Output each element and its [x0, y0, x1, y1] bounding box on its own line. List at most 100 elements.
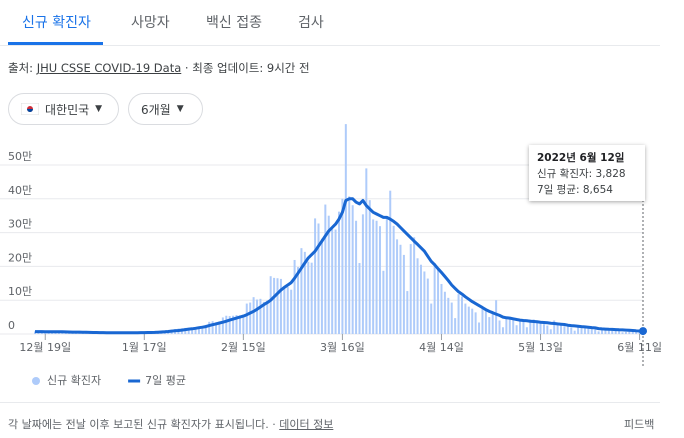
- bar: [266, 300, 269, 334]
- bar: [314, 218, 317, 334]
- bar: [389, 190, 392, 334]
- divider: [0, 402, 660, 403]
- updated: · 최종 업데이트: 9시간 전: [184, 61, 310, 75]
- bar: [508, 317, 511, 334]
- y-tick-label: 50만: [8, 150, 32, 163]
- bar: [433, 263, 436, 334]
- bar: [546, 325, 549, 334]
- bar: [570, 327, 573, 334]
- data-info[interactable]: 데이터 정보: [279, 418, 334, 431]
- bar: [204, 324, 207, 334]
- range-select[interactable]: 6개월 ▼: [128, 93, 203, 125]
- country-select[interactable]: 대한민국 ▼: [8, 93, 119, 125]
- y-tick-label: 40만: [8, 184, 32, 197]
- source: 출처: JHU CSSE COVID-19 Data · 최종 업데이트: 9시…: [8, 60, 310, 76]
- bar: [365, 168, 368, 334]
- y-tick-label: 0: [8, 319, 15, 332]
- legend-swatch: [32, 377, 40, 385]
- bar: [583, 328, 586, 334]
- bar: [375, 220, 378, 334]
- tab[interactable]: 백신 접종: [206, 15, 262, 31]
- bar: [426, 278, 429, 334]
- bar: [450, 302, 453, 334]
- bar: [297, 267, 300, 334]
- bar: [211, 321, 214, 334]
- tab-indicator: [8, 42, 103, 45]
- bar: [471, 308, 474, 334]
- tooltip: 2022년 6월 12일 신규 확진자: 3,828 7일 평균: 8,654: [529, 145, 645, 201]
- bar: [262, 301, 265, 334]
- bar: [300, 248, 303, 334]
- bar: [460, 296, 463, 334]
- bar: [334, 229, 337, 334]
- bar: [491, 313, 494, 334]
- source-link[interactable]: JHU CSSE COVID-19 Data: [36, 61, 182, 75]
- bar: [501, 327, 504, 334]
- note: 각 날짜에는 전날 이후 보고된 신규 확진자가 표시됩니다.: [8, 418, 269, 431]
- bar: [618, 330, 621, 334]
- bar: [604, 329, 607, 334]
- bar: [587, 328, 590, 334]
- bar: [361, 214, 364, 334]
- bar: [406, 291, 409, 334]
- y-tick-label: 20만: [8, 251, 32, 264]
- bar: [378, 226, 381, 334]
- bar: [303, 251, 306, 334]
- bar: [566, 326, 569, 334]
- bar: [560, 325, 563, 334]
- hover-dot: [639, 327, 647, 336]
- bar: [392, 225, 395, 334]
- tooltip-date: 2022년 6월 12일: [537, 152, 625, 164]
- bar: [402, 254, 405, 334]
- bar: [556, 323, 559, 334]
- bar: [310, 262, 313, 334]
- bar: [283, 287, 286, 334]
- bar: [532, 319, 535, 334]
- bar: [416, 258, 419, 334]
- bar: [413, 237, 416, 334]
- bar: [437, 268, 440, 334]
- bar: [607, 330, 610, 334]
- bar: [351, 205, 354, 334]
- y-tick-label: 30만: [8, 218, 32, 231]
- bar: [201, 326, 204, 334]
- x-tick-label: 2월 15일: [221, 340, 266, 354]
- bar: [225, 315, 228, 334]
- bar: [457, 294, 460, 334]
- bar: [539, 323, 542, 334]
- flag: [21, 103, 39, 115]
- bar: [467, 306, 470, 334]
- bar: [320, 238, 323, 334]
- bar: [529, 319, 532, 334]
- x-tick-label: 3월 16일: [320, 340, 365, 354]
- bar: [286, 287, 289, 334]
- bar: [191, 327, 194, 334]
- country: 대한민국: [45, 102, 90, 117]
- bar: [621, 332, 624, 334]
- bar: [474, 312, 477, 334]
- tooltip-row: 7일 평균: 8,654: [537, 184, 613, 196]
- legend-label: 신규 확진자: [47, 374, 101, 387]
- tab[interactable]: 신규 확진자: [22, 15, 91, 31]
- bar: [549, 329, 552, 334]
- bar: [512, 319, 515, 334]
- bar: [187, 328, 190, 334]
- source-prefix: 출처:: [8, 61, 34, 75]
- tab[interactable]: 사망자: [131, 15, 170, 31]
- bar: [385, 216, 388, 334]
- x-tick-label: 12월 19일: [19, 340, 71, 354]
- bar: [624, 331, 627, 334]
- bar: [488, 317, 491, 334]
- bar: [409, 244, 412, 334]
- feedback[interactable]: 피드백: [624, 418, 655, 431]
- bar: [269, 276, 272, 334]
- bar: [580, 326, 583, 334]
- bar: [238, 315, 241, 334]
- bar: [611, 329, 614, 334]
- tab[interactable]: 검사: [298, 15, 324, 31]
- bar: [396, 239, 399, 334]
- bar: [276, 278, 279, 334]
- bar: [481, 308, 484, 334]
- bar: [478, 322, 481, 334]
